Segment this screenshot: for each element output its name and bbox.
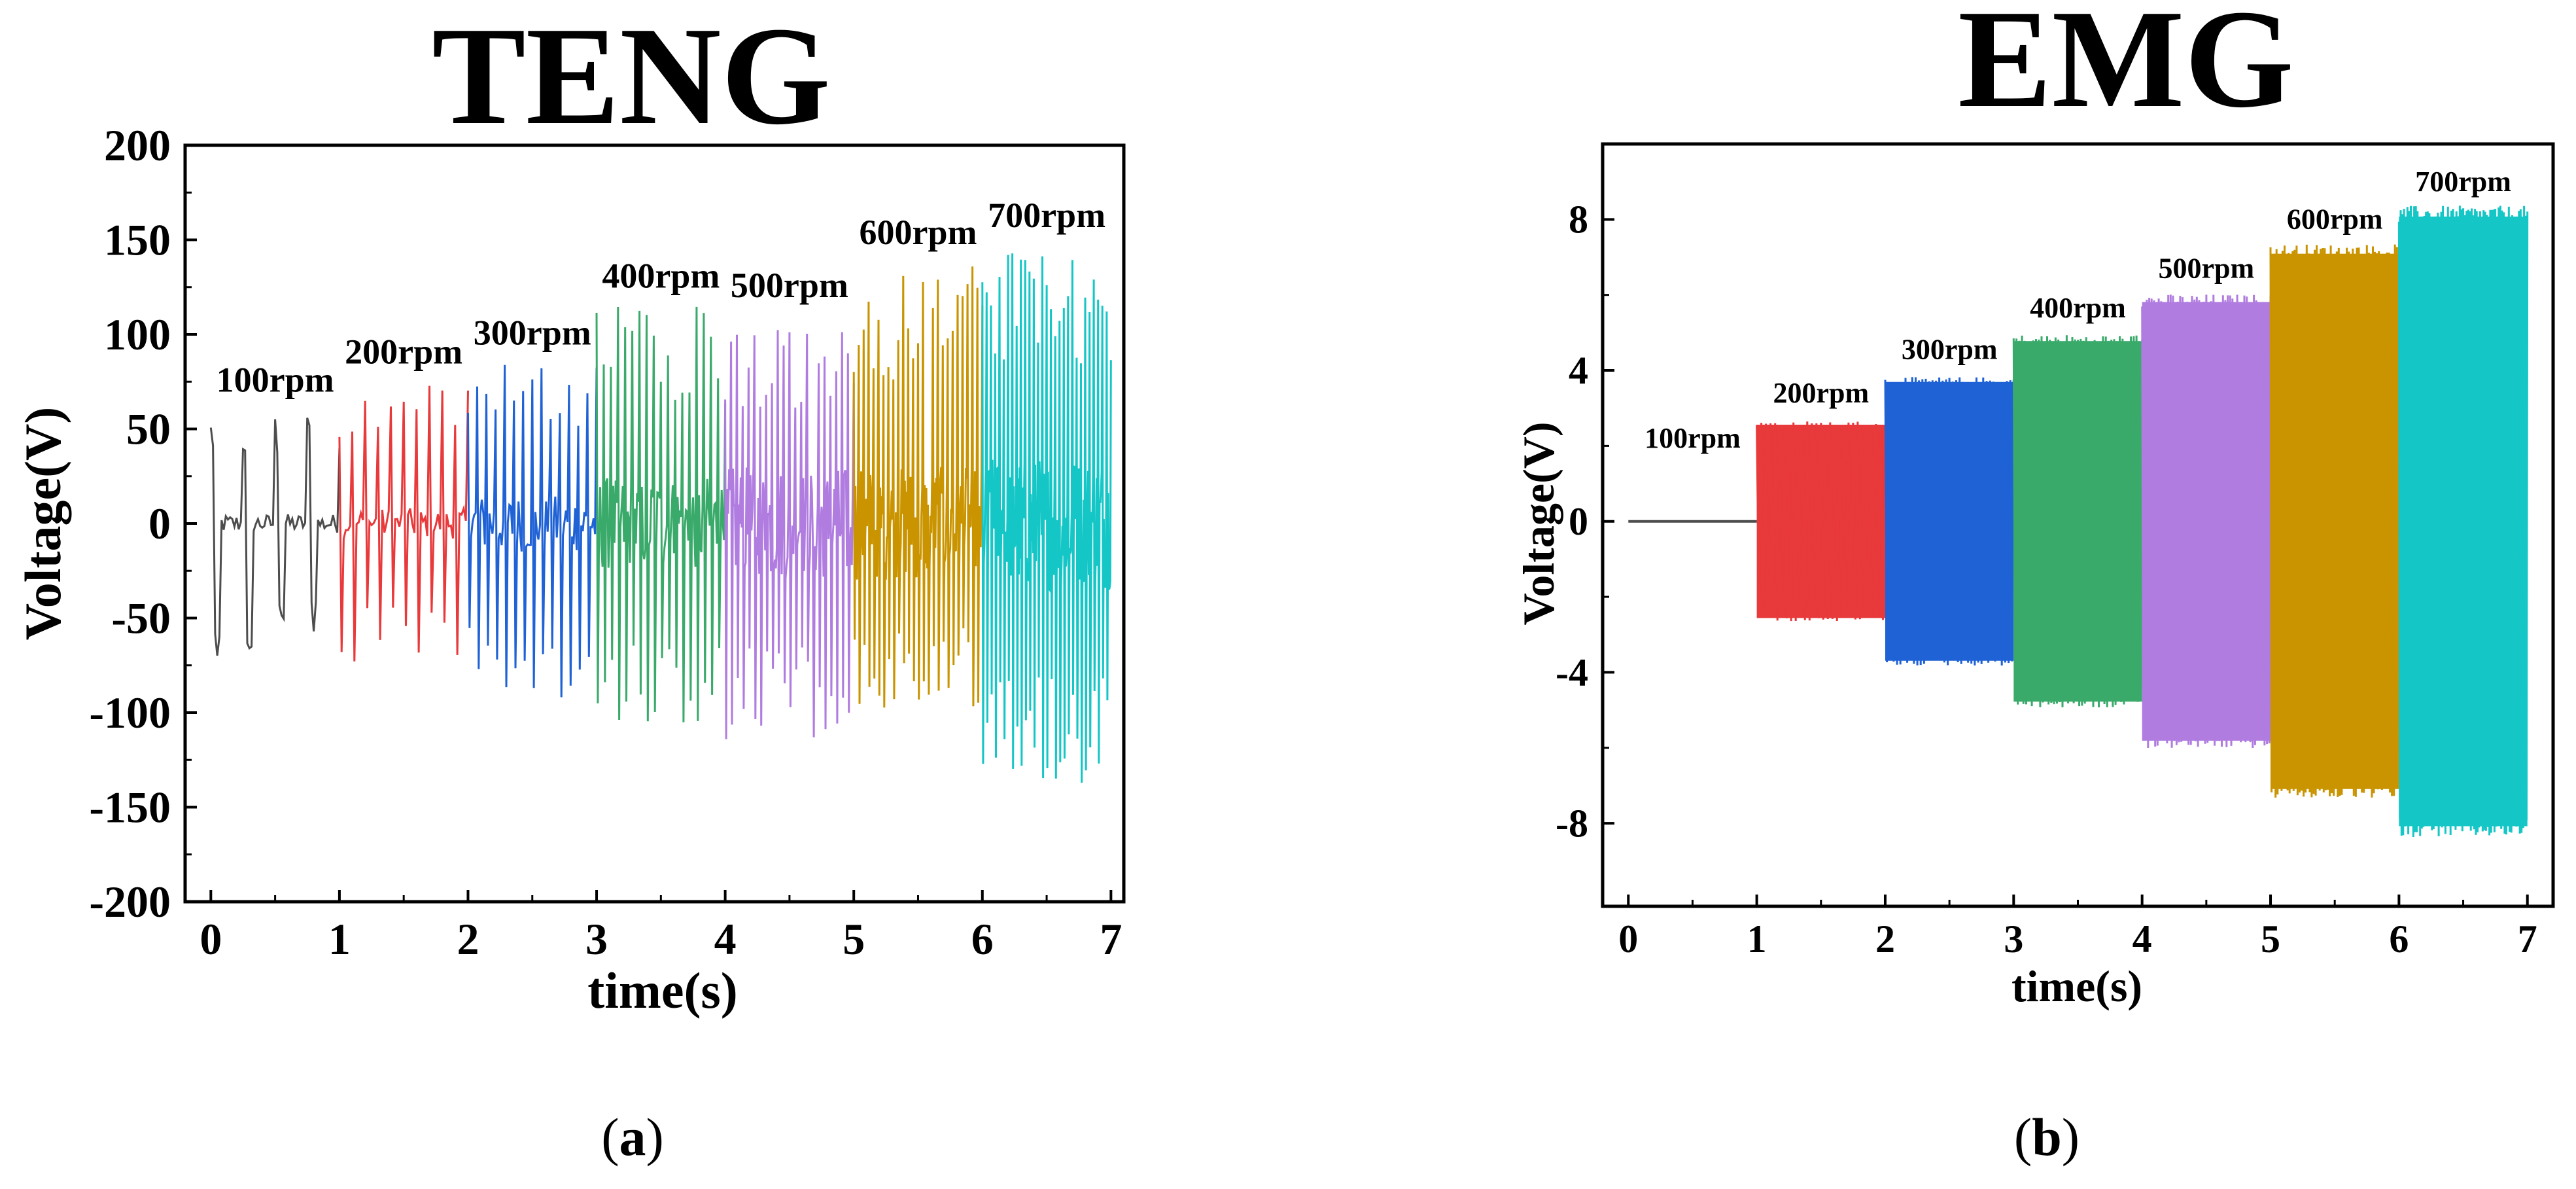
series-200rpm [1756,421,1887,622]
y-tick-label: 200 [104,120,171,170]
y-tick-label: 0 [1569,500,1588,543]
x-tick-label: 3 [2004,917,2023,961]
x-tick-label: 4 [714,914,737,964]
x-tick-label: 0 [200,914,222,964]
series-600rpm [2269,244,2400,798]
plot-area: 100rpm 200rpm 300rpm 400rpm 500rpm 600rpm 700r… [1556,142,2555,961]
x-tick-label: 6 [971,914,994,964]
series-label-300rpm: 300rpm [474,313,591,352]
y-tick-label: -8 [1556,802,1588,845]
chart-title: TENG [432,0,830,154]
y-tick-label: -4 [1556,651,1588,694]
caption-close-paren: ) [646,1107,664,1167]
caption-label: b [2032,1107,2062,1167]
plot-area: 100rpm 200rpm 300rpm 400rpm 500rpm 600rpm 700r… [89,120,1126,964]
x-tick-label: 1 [328,914,351,964]
series-label-500rpm: 500rpm [2159,252,2255,284]
panel-emg: EMG 100rpm 200rpm 300rpm 400rpm 500rpm 600rpm… [1514,0,2555,1011]
y-tick-label: 8 [1569,198,1588,241]
x-tick-label: 0 [1618,917,1638,961]
series-label-200rpm: 200rpm [345,332,462,371]
caption-b: (b) [2014,1107,2080,1167]
y-tick-label: -100 [89,688,171,737]
series-label-400rpm: 400rpm [602,257,720,296]
y-tick-label: 150 [104,215,171,265]
caption-close-paren: ) [2062,1107,2080,1167]
series-label-100rpm: 100rpm [217,361,334,400]
series-label-700rpm: 700rpm [2415,166,2511,198]
series-200rpm [338,385,469,662]
x-tick-label: 1 [1747,917,1767,961]
chart-title: EMG [1958,0,2294,137]
y-tick-label: 100 [104,310,171,359]
x-tick-label: 7 [2518,917,2537,961]
series-400rpm [2012,335,2144,707]
x-axis-title: time(s) [2011,961,2142,1011]
series-label-600rpm: 600rpm [2287,203,2383,235]
series-label-100rpm: 100rpm [1645,422,1741,454]
svg-text:(b): (b) [2014,1107,2080,1167]
series-500rpm [724,330,855,739]
series-label-300rpm: 300rpm [1902,333,1998,365]
y-tick-label: 50 [126,404,171,454]
caption-a: (a) [601,1107,664,1167]
series-label-600rpm: 600rpm [859,213,977,252]
series-label-500rpm: 500rpm [731,266,848,305]
y-tick-label: -150 [89,783,171,832]
series-label-700rpm: 700rpm [988,196,1105,235]
series-300rpm [467,364,598,698]
x-tick-label: 2 [1875,917,1895,961]
y-tick-label: 4 [1569,349,1588,392]
series-700rpm [981,253,1112,783]
x-tick-label: 7 [1100,914,1122,964]
y-tick-label: -50 [111,594,171,643]
x-tick-label: 5 [2261,917,2280,961]
x-tick-label: 5 [843,914,865,964]
series-400rpm [595,306,727,722]
series-700rpm [2397,205,2529,838]
series-label-200rpm: 200rpm [1773,377,1869,409]
y-axis-title: Voltage(V) [1514,422,1563,626]
series-100rpm [209,417,341,656]
panel-teng: TENG 100rpm 200rpm 300rpm 400rpm 500rpm 600rp… [14,0,1126,1019]
series-label-400rpm: 400rpm [2030,292,2126,324]
series-600rpm [852,266,984,708]
x-tick-label: 3 [585,914,608,964]
caption-open-paren: ( [2014,1107,2032,1167]
y-axis-title: Voltage(V) [14,407,71,641]
y-tick-label: -200 [89,877,171,927]
svg-text:(a): (a) [601,1107,664,1167]
x-tick-label: 4 [2132,917,2152,961]
x-tick-label: 6 [2389,917,2409,961]
caption-open-paren: ( [601,1107,619,1167]
caption-label: a [619,1107,646,1167]
series-300rpm [1884,377,2015,666]
x-axis-title: time(s) [587,962,738,1019]
x-tick-label: 2 [457,914,479,964]
y-tick-label: 0 [148,499,171,548]
series-500rpm [2141,294,2272,749]
